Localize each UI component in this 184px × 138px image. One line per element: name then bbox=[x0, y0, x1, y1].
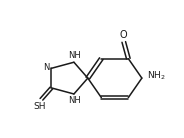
Text: SH: SH bbox=[33, 102, 46, 111]
Text: NH: NH bbox=[68, 96, 81, 105]
Text: O: O bbox=[120, 30, 128, 40]
Text: NH$_2$: NH$_2$ bbox=[147, 70, 166, 82]
Text: N: N bbox=[43, 63, 49, 72]
Text: NH: NH bbox=[68, 51, 81, 60]
